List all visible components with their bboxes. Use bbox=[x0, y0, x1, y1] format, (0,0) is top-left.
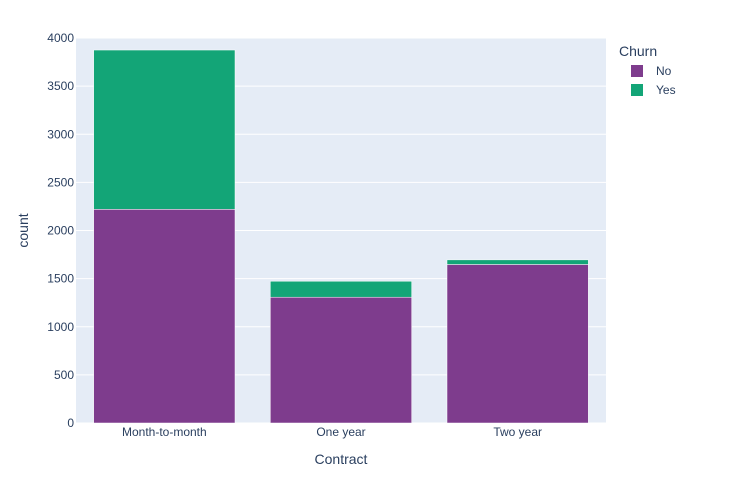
bar-yes-2[interactable] bbox=[446, 259, 589, 265]
legend-label-no[interactable]: No bbox=[656, 64, 672, 78]
x-tick-label: Two year bbox=[493, 425, 542, 439]
y-tick-label: 0 bbox=[67, 416, 74, 430]
x-tick-label: Month-to-month bbox=[122, 425, 207, 439]
legend[interactable]: Churn No Yes bbox=[619, 43, 676, 97]
legend-swatch-yes[interactable] bbox=[631, 84, 643, 96]
bars bbox=[93, 49, 589, 424]
bar-no-2[interactable] bbox=[446, 264, 589, 424]
y-tick-label: 1500 bbox=[47, 272, 74, 286]
y-tick-label: 2000 bbox=[47, 224, 74, 238]
y-tick-label: 1000 bbox=[47, 320, 74, 334]
y-tick-label: 3500 bbox=[47, 79, 74, 93]
y-tick-label: 500 bbox=[54, 368, 74, 382]
legend-title: Churn bbox=[619, 43, 657, 59]
bar-yes-1[interactable] bbox=[270, 280, 412, 298]
legend-label-yes[interactable]: Yes bbox=[656, 83, 676, 97]
y-tick-label: 3000 bbox=[47, 127, 74, 141]
x-tick-labels: Month-to-month One year Two year bbox=[122, 425, 542, 439]
bar-no-0[interactable] bbox=[93, 209, 236, 424]
y-axis-title: count bbox=[15, 213, 31, 247]
y-tick-label: 4000 bbox=[47, 31, 74, 45]
legend-swatch-no[interactable] bbox=[631, 65, 643, 77]
x-tick-label: One year bbox=[316, 425, 365, 439]
x-axis-title: Contract bbox=[315, 451, 368, 467]
bar-yes-0[interactable] bbox=[93, 49, 236, 210]
y-tick-label: 2500 bbox=[47, 175, 74, 189]
bar-no-1[interactable] bbox=[270, 296, 412, 424]
y-tick-labels: 0 500 1000 1500 2000 2500 3000 3500 4000 bbox=[47, 31, 74, 430]
